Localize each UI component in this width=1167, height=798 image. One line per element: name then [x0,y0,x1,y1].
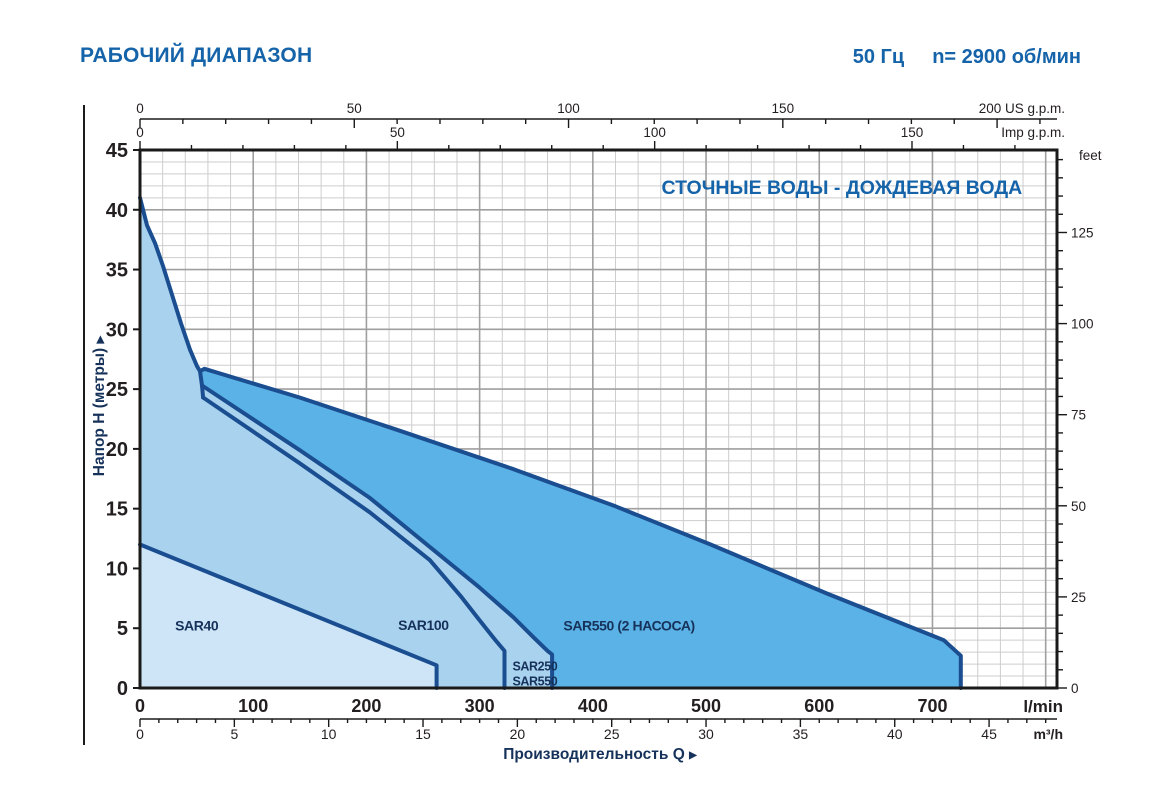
svg-text:0: 0 [136,101,144,116]
area-sar40-lightest [140,544,437,688]
area-sar550x2-medium [200,368,961,688]
svg-text:35: 35 [793,726,809,742]
axis-feet: 0 25 50 75 100 125 feet [1057,148,1102,696]
sar100-top-curve [201,395,507,690]
svg-text:100: 100 [557,101,580,116]
svg-text:30: 30 [698,726,714,742]
svg-text:100: 100 [643,125,666,140]
svg-text:50: 50 [1071,499,1086,514]
axis-head-metres: 0 5 10 15 20 25 30 35 40 45 [106,140,140,700]
axis-m3h: 0 5 10 15 20 25 30 35 40 45 m³/h [136,718,1063,742]
svg-text:Imp g.p.m.: Imp g.p.m. [1001,125,1065,140]
svg-text:50: 50 [390,125,405,140]
plot-border [138,148,1059,690]
chart-title: СТОЧНЫЕ ВОДЫ - ДОЖДЕВАЯ ВОДА [662,177,1023,199]
svg-text:0: 0 [117,678,128,700]
svg-text:SAR250: SAR250 [512,660,557,674]
svg-text:150: 150 [901,125,924,140]
speed-label: n= 2900 об/мин [932,46,1081,68]
svg-text:15: 15 [106,499,128,521]
svg-text:feet: feet [1079,148,1102,163]
svg-text:10: 10 [321,726,337,742]
svg-text:20: 20 [106,439,128,461]
svg-text:40: 40 [106,200,128,222]
svg-text:50: 50 [347,101,362,116]
svg-text:200 US g.p.m.: 200 US g.p.m. [979,101,1065,116]
svg-text:300: 300 [465,696,495,716]
svg-text:0: 0 [135,696,145,716]
svg-text:75: 75 [1071,408,1086,423]
axis-imp-gpm: 0 50 100 150 Imp g.p.m. [136,125,1065,150]
svg-text:200: 200 [351,696,381,716]
svg-text:35: 35 [106,260,128,282]
svg-text:5: 5 [117,618,128,640]
svg-text:400: 400 [578,696,608,716]
svg-text:25: 25 [106,379,128,401]
x-axis-title: Производительность Q ▶ [503,746,698,763]
svg-text:150: 150 [772,101,795,116]
svg-text:100: 100 [238,696,268,716]
svg-text:100: 100 [1071,317,1094,332]
svg-text:m³/h: m³/h [1033,726,1063,742]
svg-text:700: 700 [917,696,947,716]
frequency-label: 50 Гц [852,46,905,68]
svg-text:0: 0 [136,726,144,742]
svg-text:125: 125 [1071,225,1094,240]
svg-text:25: 25 [1071,590,1086,605]
svg-text:45: 45 [981,726,997,742]
svg-text:SAR550 (2 НАСОСА): SAR550 (2 НАСОСА) [563,618,694,634]
svg-text:SAR40: SAR40 [175,618,219,634]
svg-text:20: 20 [510,726,526,742]
svg-text:SAR550: SAR550 [512,675,557,689]
svg-text:10: 10 [106,558,128,580]
envelope-curve [138,195,206,400]
sar550x2-top-curve [198,366,963,690]
area-envelope-light [140,197,553,689]
working-range-areas [140,197,961,689]
svg-text:5: 5 [230,726,238,742]
svg-text:0: 0 [1071,681,1079,696]
svg-text:40: 40 [887,726,903,742]
header-specs: 50 Гц n= 2900 об/мин [853,46,1081,69]
svg-text:30: 30 [106,319,128,341]
svg-text:500: 500 [691,696,721,716]
svg-text:0: 0 [136,125,144,140]
svg-text:SAR100: SAR100 [398,617,449,633]
svg-text:600: 600 [804,696,834,716]
svg-text:45: 45 [106,140,128,162]
sar250-550-top-curve [200,383,555,690]
y-axis-title: Напор H (метры) ▶ [91,334,108,476]
pump-curves [138,195,963,690]
svg-text:15: 15 [415,726,431,742]
axis-us-gpm: 0 50 100 150 200 US g.p.m. [136,101,1065,128]
axis-lmin: 0 100 200 300 400 500 600 700 l/min [135,696,1063,716]
svg-text:25: 25 [604,726,620,742]
sar40-top-curve [138,542,439,690]
page-title: РАБОЧИЙ ДИАПАЗОН [80,44,313,67]
svg-text:l/min: l/min [1023,697,1063,716]
